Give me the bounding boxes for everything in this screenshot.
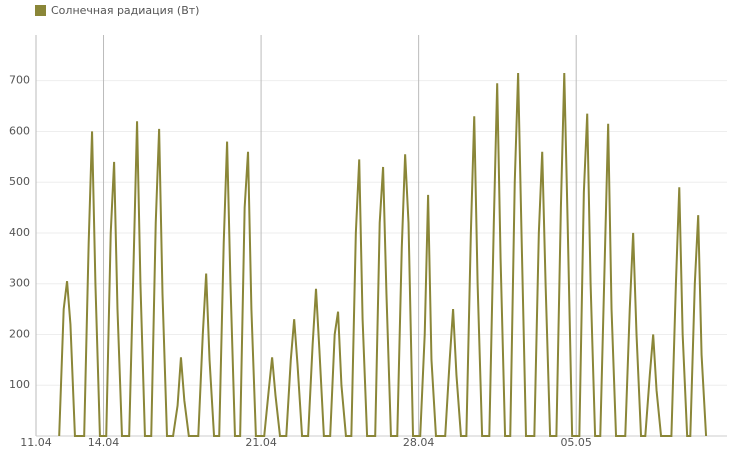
legend-label: Солнечная радиация (Вт)	[51, 4, 199, 17]
x-tick-label: 21.04	[245, 436, 277, 449]
x-tick-label: 11.04	[20, 436, 52, 449]
y-tick-label: 200	[9, 327, 30, 340]
y-tick-label: 700	[9, 74, 30, 87]
y-tick-label: 100	[9, 378, 30, 391]
y-tick-label: 600	[9, 124, 30, 137]
x-tick-label: 28.04	[403, 436, 435, 449]
legend-swatch	[35, 5, 46, 16]
x-tick-label: 14.04	[88, 436, 120, 449]
x-tick-label: 05.05	[560, 436, 592, 449]
y-tick-label: 400	[9, 226, 30, 239]
line	[58, 73, 708, 437]
y-tick-label: 500	[9, 175, 30, 188]
y-tick-label: 300	[9, 277, 30, 290]
